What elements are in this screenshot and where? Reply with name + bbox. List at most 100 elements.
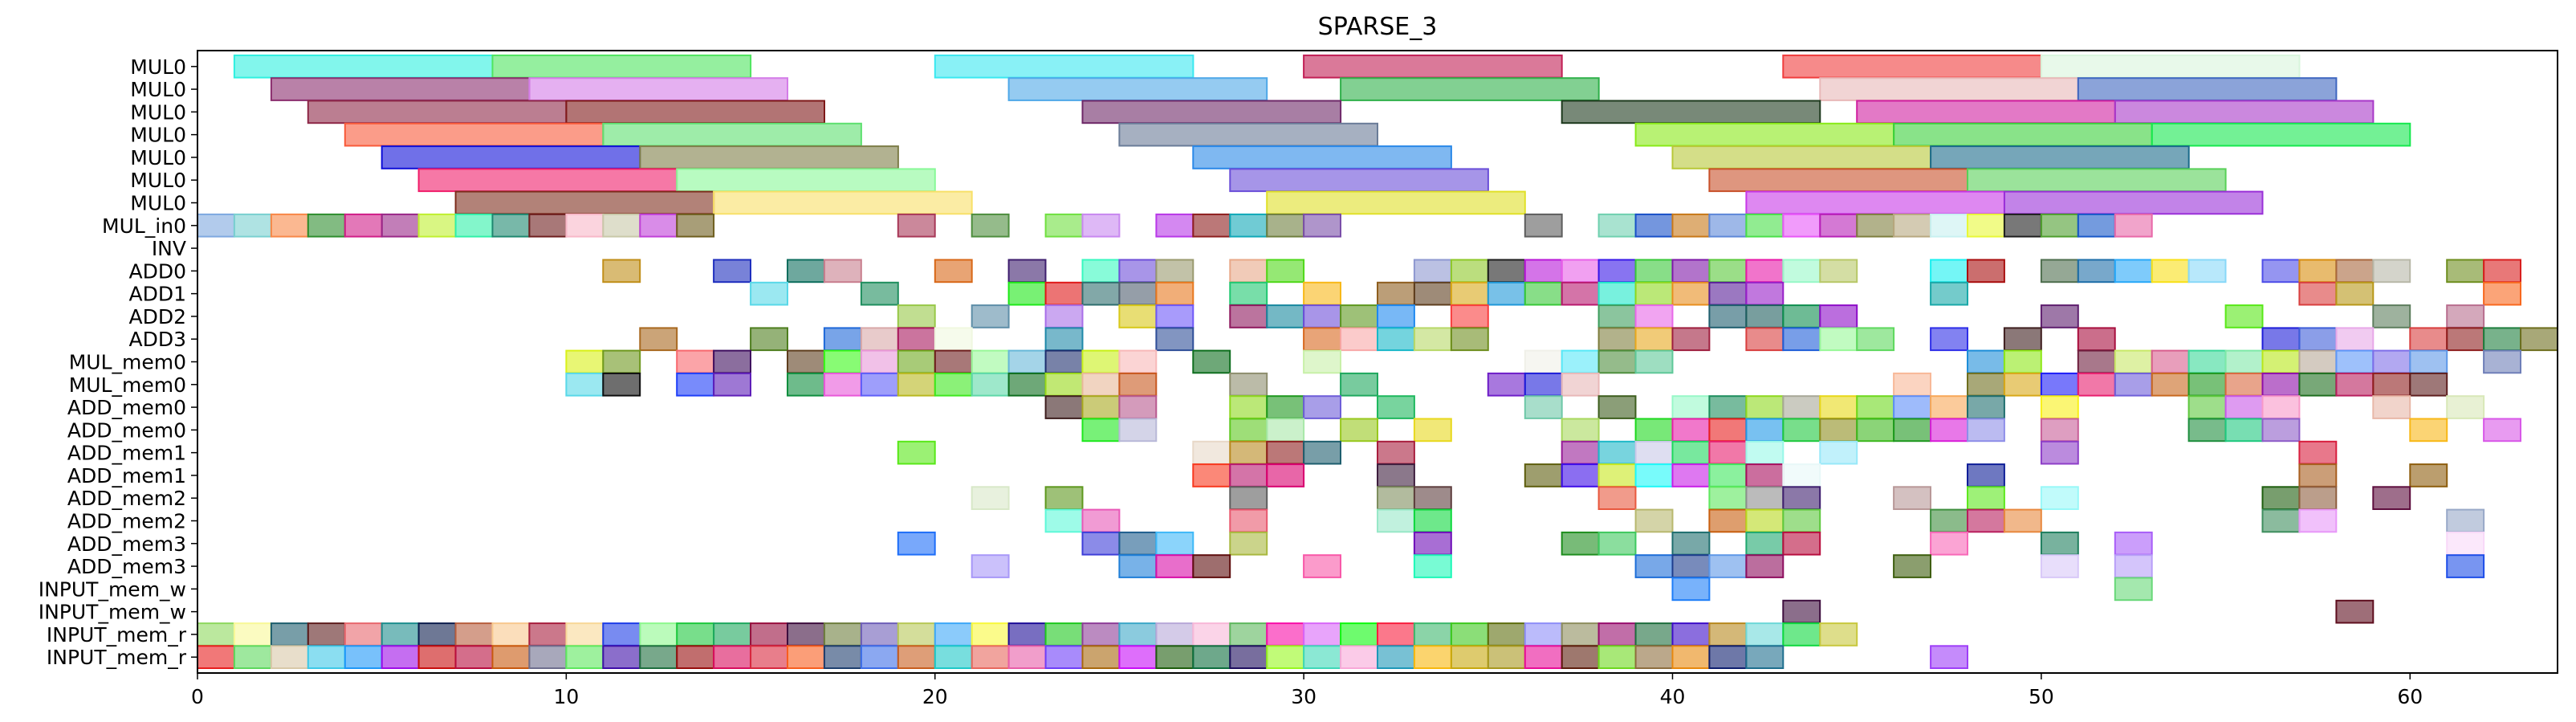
x-axis: 0 10 20 30 40 50 60 <box>191 673 2423 708</box>
task-bar <box>1671 622 1711 647</box>
task-bar <box>971 554 1010 578</box>
task-bar <box>1229 531 1268 556</box>
task-bar <box>1118 531 1158 556</box>
task-bar <box>307 100 568 124</box>
task-bar <box>860 622 899 647</box>
task-bar <box>1081 508 1121 533</box>
task-bar <box>2261 372 2301 397</box>
task-bar <box>2114 259 2153 283</box>
task-bar <box>1745 190 2005 215</box>
y-axis: MUL0MUL0MUL0MUL0MUL0MUL0MUL0MUL_in0INVAD… <box>39 55 197 669</box>
task-bar <box>1708 304 1748 328</box>
task-bar <box>1561 622 1600 647</box>
task-bar <box>934 622 973 647</box>
task-bar <box>602 122 862 147</box>
task-bar <box>1930 418 1969 443</box>
task-bar <box>1782 259 1821 283</box>
task-bar <box>1930 213 1969 238</box>
task-bar <box>2114 577 2153 602</box>
x-tick-label: 20 <box>922 685 948 708</box>
task-bar <box>2446 395 2485 419</box>
task-bar <box>1930 281 1969 306</box>
task-bar <box>1450 327 1489 352</box>
task-bar <box>1377 281 1415 306</box>
task-bar <box>1155 622 1194 647</box>
task-bar <box>1597 531 1637 556</box>
task-bar <box>1930 531 1969 556</box>
y-tick-label: MUL_mem0 <box>69 351 186 374</box>
task-bar <box>2040 54 2301 79</box>
task-bar <box>602 349 641 374</box>
task-bar <box>897 304 936 328</box>
task-bar <box>934 259 973 283</box>
task-bar <box>1044 349 1084 374</box>
task-bar <box>1782 304 1821 328</box>
task-bar <box>1782 622 1821 647</box>
task-bar <box>1634 122 1895 147</box>
task-bar <box>897 645 936 669</box>
task-bar <box>1192 622 1231 647</box>
task-bar <box>1118 122 1379 147</box>
task-bar <box>1893 486 1932 510</box>
task-bar <box>2040 259 2079 283</box>
task-bar <box>1597 327 1637 352</box>
task-bar <box>1118 372 1158 397</box>
task-bar <box>197 622 235 647</box>
task-bar <box>2261 327 2301 352</box>
task-bar <box>1118 281 1158 306</box>
task-bar <box>1155 554 1194 578</box>
task-bar <box>2114 213 2153 238</box>
task-bar <box>934 349 973 374</box>
task-bar <box>1192 645 1231 669</box>
y-tick-label: MUL0 <box>130 78 186 101</box>
task-bar <box>1561 372 1600 397</box>
task-bar <box>1856 213 1895 238</box>
task-bar <box>1044 213 1084 238</box>
task-bar <box>2335 259 2375 283</box>
y-tick-label: ADD_mem3 <box>67 532 186 556</box>
task-bar <box>1266 304 1305 328</box>
task-bar <box>2114 554 2153 578</box>
task-bar <box>2409 463 2448 487</box>
task-bar <box>1007 259 1047 283</box>
task-bar <box>1044 645 1084 669</box>
task-bar <box>197 645 235 669</box>
task-bar <box>639 145 899 169</box>
task-bar <box>1745 508 1784 533</box>
task-bar <box>1856 100 2116 124</box>
task-bar <box>2077 213 2116 238</box>
y-tick-label: ADD_mem0 <box>67 396 186 419</box>
task-bar <box>602 372 641 397</box>
task-bar <box>1377 327 1415 352</box>
task-bar <box>860 281 899 306</box>
task-bar <box>1450 645 1489 669</box>
task-bar <box>1967 486 2005 510</box>
task-bar <box>2483 281 2522 306</box>
task-bar <box>1303 554 1341 578</box>
task-bar <box>2483 349 2522 374</box>
task-bar <box>1634 622 1674 647</box>
task-bar <box>1819 77 2079 101</box>
task-bar <box>1192 554 1231 578</box>
task-bar <box>1303 213 1341 238</box>
task-bar <box>2224 349 2264 374</box>
task-bar <box>897 440 936 465</box>
task-bar <box>1561 463 1600 487</box>
task-bar <box>1856 327 1895 352</box>
task-bar <box>2298 281 2338 306</box>
task-bar <box>1782 531 1821 556</box>
task-bar <box>1413 327 1452 352</box>
task-bar <box>750 645 788 669</box>
task-bar <box>2520 327 2559 352</box>
task-bar <box>1782 213 1821 238</box>
task-bar <box>1229 395 1268 419</box>
task-bar <box>602 213 641 238</box>
task-bar <box>1708 395 1748 419</box>
task-bar <box>1930 395 1969 419</box>
bars-layer <box>197 54 2559 669</box>
task-bar <box>417 622 457 647</box>
task-bar <box>971 372 1010 397</box>
task-bar <box>2003 349 2042 374</box>
y-tick-label: INPUT_mem_r <box>47 646 187 669</box>
